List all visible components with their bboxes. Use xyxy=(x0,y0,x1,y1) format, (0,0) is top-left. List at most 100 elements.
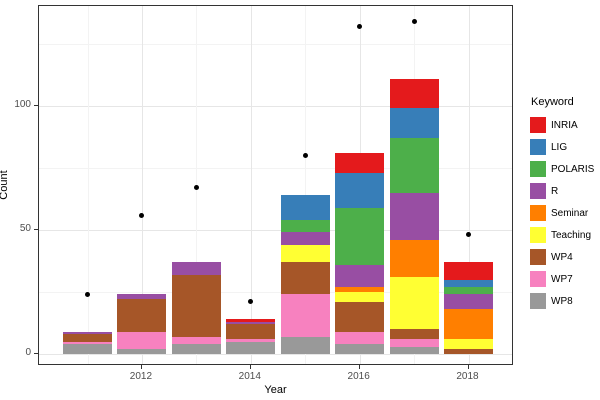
bar-segment-WP8-2015 xyxy=(280,336,330,354)
plot-panel xyxy=(38,5,513,365)
legend-label: INRIA xyxy=(551,119,578,131)
bar-segment-WP7-2012 xyxy=(117,331,167,350)
legend-item-WP4: WP4 xyxy=(530,249,594,265)
bar-segment-Seminar-2016 xyxy=(335,287,385,292)
legend-key-swatch-WP7 xyxy=(530,271,546,287)
bar-segment-R-2016 xyxy=(335,264,385,288)
bar-segment-WP4-2015 xyxy=(280,262,330,295)
bar-segment-Seminar-2018 xyxy=(444,309,493,340)
bar-segment-WP4-2012 xyxy=(117,299,167,332)
bar-segment-WP4-2014 xyxy=(226,324,276,340)
bar-segment-WP7-2013 xyxy=(171,336,221,345)
bar-segment-R-2012 xyxy=(117,294,167,300)
bar-segment-WP7-2015 xyxy=(280,294,330,337)
legend-label: WP4 xyxy=(551,251,573,263)
bar-segment-R-2018 xyxy=(444,294,493,310)
legend-key-swatch-INRIA xyxy=(530,117,546,133)
data-point-2011 xyxy=(85,291,90,297)
legend-title: Keyword xyxy=(531,96,574,108)
gridline-minor-h xyxy=(39,292,512,293)
x-tick-label: 2016 xyxy=(347,371,370,382)
y-tick-mark xyxy=(34,105,38,106)
bar-segment-WP4-2013 xyxy=(171,274,221,337)
gridline-major-h xyxy=(39,354,512,355)
bar-segment-R-2015 xyxy=(280,232,330,245)
legend-label: Teaching xyxy=(551,229,592,241)
legend-items: INRIA LIG POLARIS R Seminar Teaching WP4 WP7 WP8 xyxy=(530,117,594,309)
legend-label: LIG xyxy=(551,141,568,153)
gridline-major-v xyxy=(250,6,252,364)
bar-segment-Teaching-2016 xyxy=(335,292,385,302)
gridline-minor-v xyxy=(196,6,198,364)
data-point-2015 xyxy=(302,153,308,159)
legend-item-WP7: WP7 xyxy=(530,271,594,287)
x-tick-label: 2018 xyxy=(456,371,479,382)
bar-segment-WP4-2016 xyxy=(335,301,385,332)
y-axis-title: Count xyxy=(0,170,10,200)
bar-segment-WP8-2016 xyxy=(335,344,385,354)
bar-segment-WP7-2011 xyxy=(63,341,112,345)
data-point-2013 xyxy=(193,185,199,191)
legend-item-LIG: LIG xyxy=(530,139,594,155)
legend-item-WP8: WP8 xyxy=(530,293,594,309)
legend-label: POLARIS xyxy=(551,163,595,175)
bar-segment-Seminar-2017 xyxy=(389,239,439,278)
x-tick-mark xyxy=(467,365,469,369)
bar-segment-WP8-2017 xyxy=(389,346,439,354)
bar-segment-Teaching-2017 xyxy=(389,277,439,330)
data-point-2018 xyxy=(466,232,471,238)
x-axis-title: Year xyxy=(264,384,287,396)
legend-item-POLARIS: POLARIS xyxy=(530,161,594,177)
legend-label: R xyxy=(551,185,559,197)
bar-segment-R-2013 xyxy=(171,262,221,275)
bar-segment-WP7-2014 xyxy=(226,339,276,342)
bar-segment-Teaching-2015 xyxy=(280,244,330,263)
bar-segment-LIG-2018 xyxy=(444,279,493,288)
y-tick-mark xyxy=(34,353,38,354)
bar-segment-WP8-2014 xyxy=(226,341,276,354)
gridline-major-h xyxy=(39,230,512,231)
bar-segment-POLARIS-2017 xyxy=(389,138,439,193)
bar-segment-POLARIS-2015 xyxy=(280,220,330,233)
bar-segment-WP8-2011 xyxy=(63,344,112,354)
bar-segment-WP7-2016 xyxy=(335,331,385,345)
gridline-major-h xyxy=(39,106,512,107)
y-tick-label: 0 xyxy=(25,347,31,358)
x-tick-mark xyxy=(358,365,360,369)
legend-label: WP8 xyxy=(551,295,573,307)
y-tick-mark xyxy=(34,229,38,230)
bar-segment-R-2011 xyxy=(63,331,112,335)
bar-segment-POLARIS-2016 xyxy=(335,207,385,265)
bar-segment-WP8-2013 xyxy=(171,344,221,354)
bar-segment-R-2014 xyxy=(226,321,276,325)
bar-segment-R-2017 xyxy=(389,192,439,240)
bar-segment-POLARIS-2018 xyxy=(444,287,493,295)
legend-item-INRIA: INRIA xyxy=(530,117,594,133)
data-point-2016 xyxy=(357,24,363,30)
gridline-major-v xyxy=(468,6,470,364)
bar-segment-LIG-2017 xyxy=(389,108,439,139)
bar-segment-WP7-2017 xyxy=(389,339,439,347)
legend-label: WP7 xyxy=(551,273,573,285)
legend-key-swatch-WP4 xyxy=(530,249,546,265)
bar-segment-INRIA-2018 xyxy=(444,262,493,280)
bar-segment-INRIA-2017 xyxy=(389,78,439,109)
bar-segment-WP4-2018 xyxy=(444,349,493,354)
legend-key-swatch-LIG xyxy=(530,139,546,155)
x-tick-mark xyxy=(140,365,142,369)
y-tick-label: 50 xyxy=(19,223,31,234)
legend-key-swatch-R xyxy=(530,183,546,199)
gridline-minor-v xyxy=(305,6,307,364)
bar-segment-INRIA-2016 xyxy=(335,153,385,173)
legend: Keyword INRIA LIG POLARIS R Seminar Teaching W… xyxy=(530,96,594,309)
gridline-minor-v xyxy=(87,6,89,364)
legend-item-R: R xyxy=(530,183,594,199)
gridline-minor-h xyxy=(39,168,512,169)
bar-segment-WP4-2011 xyxy=(63,334,112,342)
x-tick-label: 2012 xyxy=(129,371,153,382)
legend-label: Seminar xyxy=(551,207,589,219)
x-tick-mark xyxy=(249,365,251,369)
legend-item-Seminar: Seminar xyxy=(530,205,594,221)
gridline-minor-h xyxy=(39,44,512,45)
